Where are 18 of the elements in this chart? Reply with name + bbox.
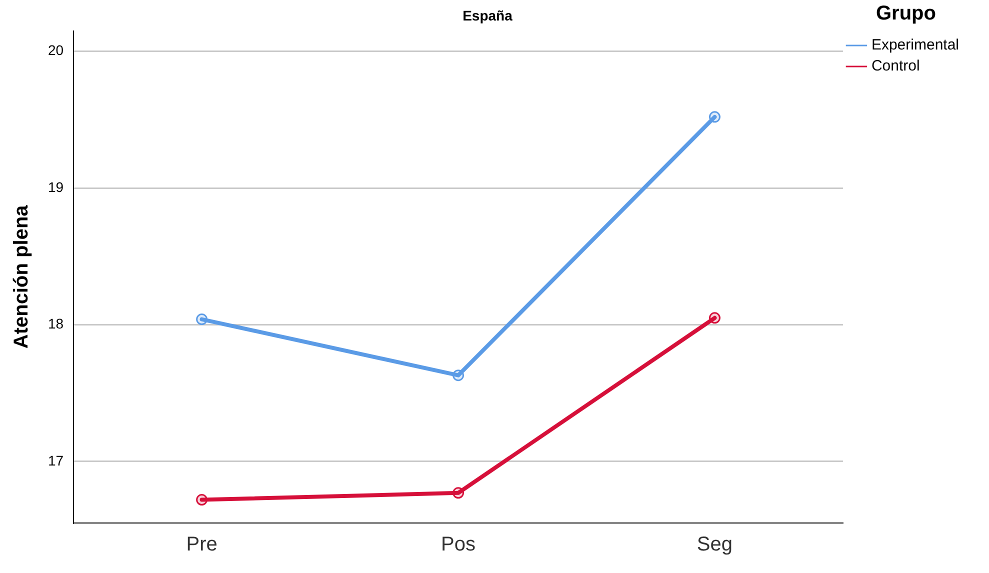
x-tick-label: Seg [696,534,733,556]
y-tick-label: 18 [48,316,64,332]
x-tick-label: Pre [186,534,218,556]
point [452,370,464,382]
legend-label: Control [871,58,920,75]
y-tick-label: 19 [48,178,64,195]
y-axis-title: Atención plena [10,204,33,349]
legend-title: Grupo [876,2,936,25]
legend-label: Experimental [871,36,960,54]
y-tick-label: 17 [48,452,64,468]
point [196,494,208,506]
point [452,487,464,499]
point [708,111,720,123]
point [708,312,720,324]
point [196,314,208,326]
chart-title: España [462,7,513,24]
x-tick-label: Pos [441,534,476,556]
y-tick-label: 20 [48,42,64,58]
